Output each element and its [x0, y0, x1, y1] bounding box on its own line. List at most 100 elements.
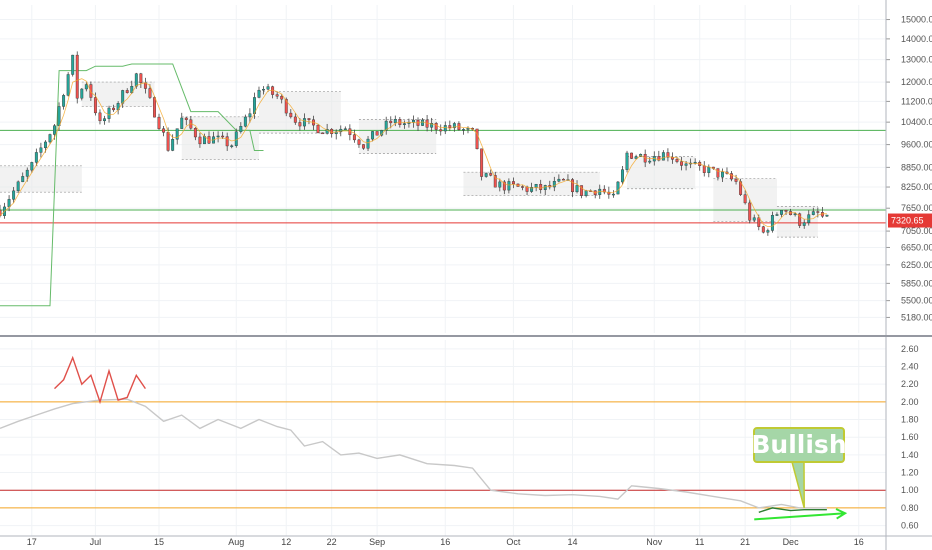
- candlestick-series: [0, 51, 829, 236]
- candle-body: [561, 178, 565, 181]
- date-tick-label: Jul: [90, 537, 102, 547]
- candle: [225, 132, 229, 151]
- date-tick-label: Nov: [646, 537, 663, 547]
- candle-body: [539, 184, 543, 190]
- candle-body: [239, 126, 243, 132]
- candle-body: [262, 88, 265, 91]
- candle-body: [125, 90, 129, 93]
- indicator-tick-label: 1.60: [901, 432, 919, 442]
- date-tick-label: 17: [27, 537, 37, 547]
- candle: [302, 113, 306, 130]
- candle-body: [275, 94, 279, 97]
- candle: [66, 72, 70, 97]
- candle-body: [421, 119, 425, 126]
- candle: [680, 156, 683, 171]
- candle: [316, 124, 320, 134]
- candle-body: [707, 166, 711, 173]
- candle-body: [243, 116, 247, 127]
- indicator-tick-label: 0.60: [901, 521, 919, 531]
- candle-body: [675, 159, 679, 162]
- candle-body: [634, 156, 638, 159]
- indicator-tick-label: 2.20: [901, 379, 919, 389]
- candle: [507, 178, 511, 194]
- candle: [557, 174, 561, 183]
- candle: [661, 150, 665, 161]
- indicator-series-line: [54, 355, 146, 405]
- candle: [666, 148, 670, 162]
- candle-body: [357, 139, 361, 145]
- candle-body: [684, 163, 688, 166]
- trend-arrow-line: [754, 512, 846, 521]
- candle-body: [748, 202, 752, 221]
- candle: [193, 127, 197, 141]
- candle: [634, 154, 638, 160]
- indicator-tick-label: 1.40: [901, 450, 919, 460]
- candle-body: [798, 213, 802, 226]
- candle: [375, 131, 379, 136]
- candle: [248, 108, 252, 123]
- candle-body: [434, 123, 438, 130]
- candle-body: [557, 178, 561, 182]
- date-tick-label: 15: [154, 537, 164, 547]
- candle: [12, 187, 16, 203]
- candle: [461, 128, 465, 135]
- candle: [748, 199, 752, 224]
- candle-body: [375, 131, 379, 136]
- indicator-tick-label: 2.60: [901, 344, 919, 354]
- candle-body: [811, 211, 815, 215]
- candle: [498, 178, 502, 192]
- candle: [775, 212, 779, 216]
- candle-body: [661, 152, 665, 161]
- candle-body: [720, 171, 724, 178]
- candle-body: [384, 120, 388, 131]
- candle: [75, 51, 79, 104]
- candle-body: [802, 222, 806, 226]
- candle-body: [693, 161, 697, 164]
- indicator-series-line: [0, 398, 827, 509]
- date-tick-label: 12: [281, 537, 291, 547]
- candle: [275, 91, 279, 100]
- candle-body: [461, 129, 465, 131]
- candle: [230, 144, 234, 149]
- candle: [239, 122, 243, 134]
- candle-body: [98, 112, 102, 122]
- candle-body: [648, 160, 652, 163]
- candle: [393, 115, 397, 127]
- candle-body: [580, 185, 584, 196]
- candle: [412, 115, 415, 128]
- range-box: [627, 156, 696, 189]
- candle: [21, 172, 25, 183]
- indicator-tick-label: 1.00: [901, 485, 919, 495]
- date-tick-label: 16: [440, 537, 450, 547]
- candle: [366, 135, 370, 152]
- candle-body: [57, 106, 61, 126]
- candle-body: [321, 132, 325, 135]
- candle: [216, 131, 220, 143]
- candle: [103, 115, 106, 125]
- price-tick-label: 5500.00: [901, 296, 932, 306]
- candle-body: [775, 214, 779, 216]
- candle-body: [221, 135, 225, 138]
- indicator-pane: [0, 355, 886, 513]
- candle: [743, 190, 747, 205]
- candle-body: [84, 84, 88, 90]
- grid-lines: [0, 5, 886, 536]
- candle-body: [752, 217, 756, 221]
- candle-body: [112, 107, 116, 111]
- candle-body: [298, 122, 302, 127]
- candle: [611, 190, 615, 198]
- candle-body: [734, 178, 738, 182]
- candle: [430, 117, 434, 132]
- candle-body: [430, 123, 434, 128]
- price-tick-label: 5850.00: [901, 278, 932, 288]
- candle: [448, 120, 452, 132]
- candle-body: [543, 185, 547, 190]
- date-axis[interactable]: 17 Jul 15 Aug 12 22 Sep 16 Oct 14 Nov 11 21 Dec 16: [27, 537, 864, 547]
- price-tick-label: 7650.00: [901, 203, 932, 213]
- range-box: [776, 206, 818, 238]
- candle: [325, 123, 329, 135]
- candle-body: [784, 210, 788, 212]
- candle-body: [162, 128, 166, 133]
